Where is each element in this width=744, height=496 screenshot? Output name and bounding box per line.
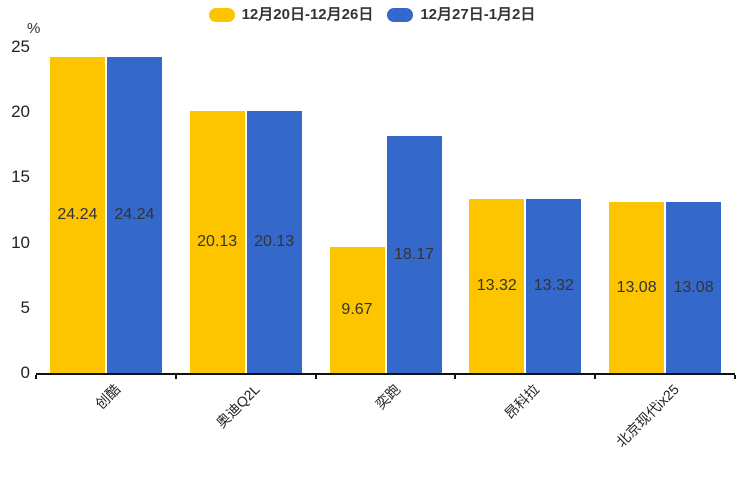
x-axis-tick [594,375,597,379]
bar-北京现代ix25-series1: 13.08 [666,202,722,373]
bar-奥迪Q2L-series1: 20.13 [246,110,302,373]
bar-value-label: 24.24 [57,205,98,223]
x-axis-tick [734,375,736,379]
bar-奕跑-series0: 9.67 [329,246,385,373]
bar-value-label: 20.13 [254,232,295,250]
x-axis-tick [174,375,177,379]
bar-value-label: 13.08 [616,278,657,296]
x-axis-tick [314,375,317,379]
x-category-label-0: 创酷 [92,381,124,413]
bar-北京现代ix25-series0: 13.08 [609,202,665,373]
legend-item-week1[interactable]: 12月20日-12月26日 [208,6,374,24]
x-axis-line [36,373,735,375]
bar-奕跑-series1: 18.17 [386,136,442,373]
y-tick-label-5: 5 [20,297,30,317]
bar-昂科拉-series0: 13.32 [469,199,525,373]
x-category-label-1: 奥迪Q2L [213,381,264,431]
bar-value-label: 24.24 [114,205,155,223]
x-category-label-4: 北京现代ix25 [613,381,683,451]
legend-label: 12月20日-12月26日 [241,6,374,23]
y-tick-label-15: 15 [11,167,30,187]
x-axis-tick [454,375,457,379]
bar-value-label: 18.17 [393,245,435,263]
bar-value-label: 13.08 [673,278,714,296]
bar-昂科拉-series1: 13.32 [526,199,582,373]
legend-label: 12月27日-1月2日 [420,6,536,23]
y-tick-label-0: 0 [20,363,30,382]
x-axis-tick [35,375,37,379]
bar-奥迪Q2L-series0: 20.13 [189,110,245,373]
chart-legend: 12月20日-12月26日 12月27日-1月2日 [0,6,744,24]
y-tick-label-20: 20 [11,102,30,122]
y-tick-label-10: 10 [11,232,30,252]
legend-swatch-yellow [208,8,235,22]
legend-swatch-blue [387,8,414,22]
legend-item-week2[interactable]: 12月27日-1月2日 [387,6,535,24]
bar-创酷-series1: 24.24 [106,56,162,373]
x-category-label-3: 昂科拉 [501,381,543,423]
bar-value-label: 20.13 [197,232,238,250]
y-tick-label-25: 25 [11,37,30,56]
x-category-label-2: 奕跑 [371,381,403,413]
y-axis-unit-label: % [27,20,41,37]
bar-value-label: 13.32 [476,277,517,295]
bar-value-label: 9.67 [341,300,373,318]
bar-value-label: 13.32 [533,277,574,295]
bar-创酷-series0: 24.24 [49,56,105,373]
